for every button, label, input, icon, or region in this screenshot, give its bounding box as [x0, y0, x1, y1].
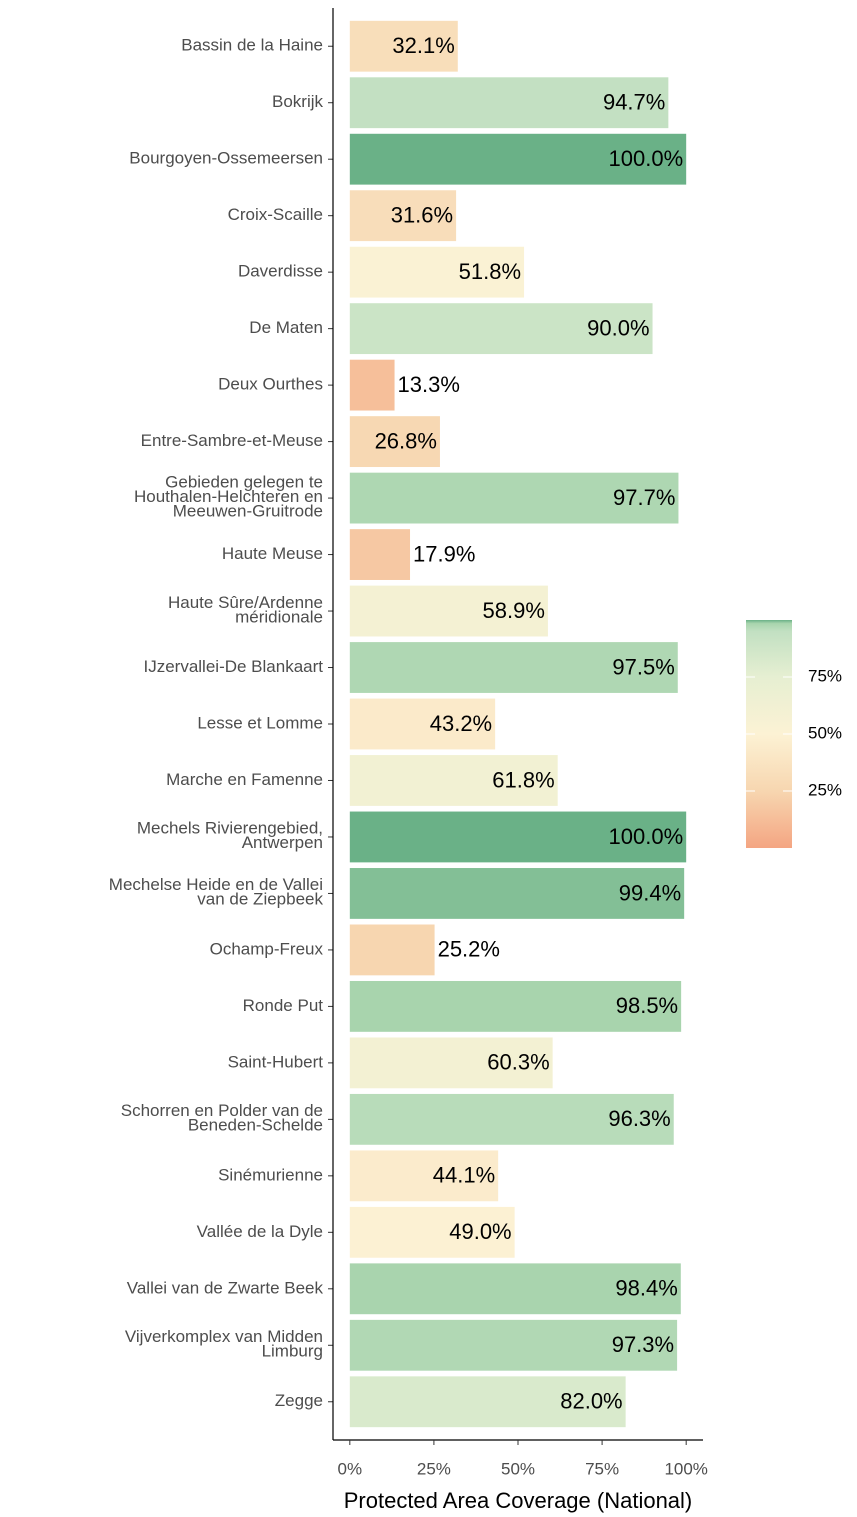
- bar: [349, 529, 411, 580]
- value-label: 17.9%: [413, 541, 475, 566]
- y-tick-label: Mechels Rivierengebied, Antwerpen: [137, 819, 323, 853]
- bar: [349, 585, 548, 637]
- bar: [349, 1206, 515, 1258]
- value-label: 82.0%: [560, 1389, 622, 1414]
- value-label: 60.3%: [487, 1050, 549, 1075]
- bar: [349, 472, 679, 524]
- bar: [349, 359, 395, 411]
- value-label: 97.5%: [612, 654, 674, 679]
- value-label: 26.8%: [375, 428, 437, 453]
- value-label: 98.4%: [615, 1276, 677, 1301]
- y-tick-label: Haute Sûre/Ardenne méridionale: [168, 593, 323, 627]
- colorbar-label: 25%: [808, 780, 842, 799]
- y-tick-label: Daverdisse: [238, 262, 323, 281]
- x-tick-label: 0%: [338, 1459, 363, 1478]
- y-tick-label: IJzervallei-De Blankaart: [143, 657, 323, 676]
- bar: [349, 1376, 626, 1428]
- value-label: 100.0%: [609, 146, 684, 171]
- value-label: 100.0%: [609, 824, 684, 849]
- y-tick-label: Schorren en Polder van de Beneden-Schelde: [121, 1102, 323, 1136]
- value-label: 32.1%: [392, 33, 454, 58]
- bar: [349, 190, 457, 242]
- value-label: 61.8%: [492, 767, 554, 792]
- x-tick-label: 25%: [417, 1459, 451, 1478]
- x-tick-label: 100%: [664, 1459, 707, 1478]
- y-tick-label: Zegge: [275, 1391, 323, 1410]
- x-axis-title: Protected Area Coverage (National): [344, 1488, 693, 1513]
- y-tick-label: Vallée de la Dyle: [197, 1222, 323, 1241]
- bar: [349, 77, 669, 129]
- bar: [349, 416, 440, 468]
- value-label: 97.3%: [612, 1332, 674, 1357]
- x-tick-label: 50%: [501, 1459, 535, 1478]
- value-label: 90.0%: [587, 315, 649, 340]
- value-label: 96.3%: [608, 1106, 670, 1131]
- value-label: 51.8%: [459, 259, 521, 284]
- value-label: 13.3%: [398, 372, 460, 397]
- y-tick-label: Ochamp-Freux: [210, 939, 324, 958]
- bar: [349, 246, 525, 298]
- y-tick-label: Vallei van de Zwarte Beek: [127, 1278, 324, 1297]
- value-label: 94.7%: [603, 90, 665, 115]
- bar: [349, 133, 687, 185]
- bar: [349, 1093, 674, 1145]
- value-label: 31.6%: [391, 202, 453, 227]
- y-tick-label: Saint-Hubert: [228, 1052, 324, 1071]
- y-tick-label: De Maten: [249, 318, 323, 337]
- y-tick-label: Mechelse Heide en de Vallei van de Ziepbe…: [109, 876, 324, 910]
- bar: [349, 1263, 681, 1315]
- bar: [349, 642, 678, 693]
- value-label: 43.2%: [430, 711, 492, 736]
- bar: [349, 1150, 499, 1202]
- y-tick-label: Haute Meuse: [222, 544, 323, 563]
- bar: [349, 20, 458, 72]
- bar: [349, 980, 682, 1032]
- colorbar-label: 50%: [808, 723, 842, 742]
- y-tick-label: Bassin de la Haine: [181, 36, 323, 55]
- value-label: 25.2%: [438, 937, 500, 962]
- y-tick-label: Sinémurienne: [218, 1165, 323, 1184]
- bar: [349, 1037, 553, 1089]
- y-tick-label: Croix-Scaille: [228, 205, 323, 224]
- bar: [349, 811, 687, 863]
- y-tick-label: Marche en Famenne: [166, 770, 323, 789]
- y-tick-label: Ronde Put: [243, 996, 324, 1015]
- y-tick-label: Deux Ourthes: [218, 375, 323, 394]
- value-label: 97.7%: [613, 485, 675, 510]
- y-tick-label: Bourgoyen-Ossemeersen: [129, 149, 323, 168]
- value-label: 98.5%: [616, 993, 678, 1018]
- value-label: 49.0%: [449, 1219, 511, 1244]
- value-label: 44.1%: [433, 1163, 495, 1188]
- bar: [349, 303, 653, 355]
- value-label: 58.9%: [483, 598, 545, 623]
- value-label: 99.4%: [619, 880, 681, 905]
- y-tick-label: Vijverkomplex van Midden Limburg: [125, 1328, 323, 1362]
- y-tick-label: Bokrijk: [272, 92, 324, 111]
- y-tick-label: Lesse et Lomme: [197, 713, 323, 732]
- bar: [349, 755, 558, 806]
- bar: [349, 868, 685, 919]
- y-tick-label: Entre-Sambre-et-Meuse: [141, 431, 323, 450]
- bar: [349, 1319, 678, 1371]
- bar: [349, 924, 435, 976]
- colorbar-label: 75%: [808, 666, 842, 685]
- bar: [349, 698, 496, 750]
- y-tick-label: Gebieden gelegen te Houthalen-Helchteren …: [134, 473, 323, 521]
- x-tick-label: 75%: [585, 1459, 619, 1478]
